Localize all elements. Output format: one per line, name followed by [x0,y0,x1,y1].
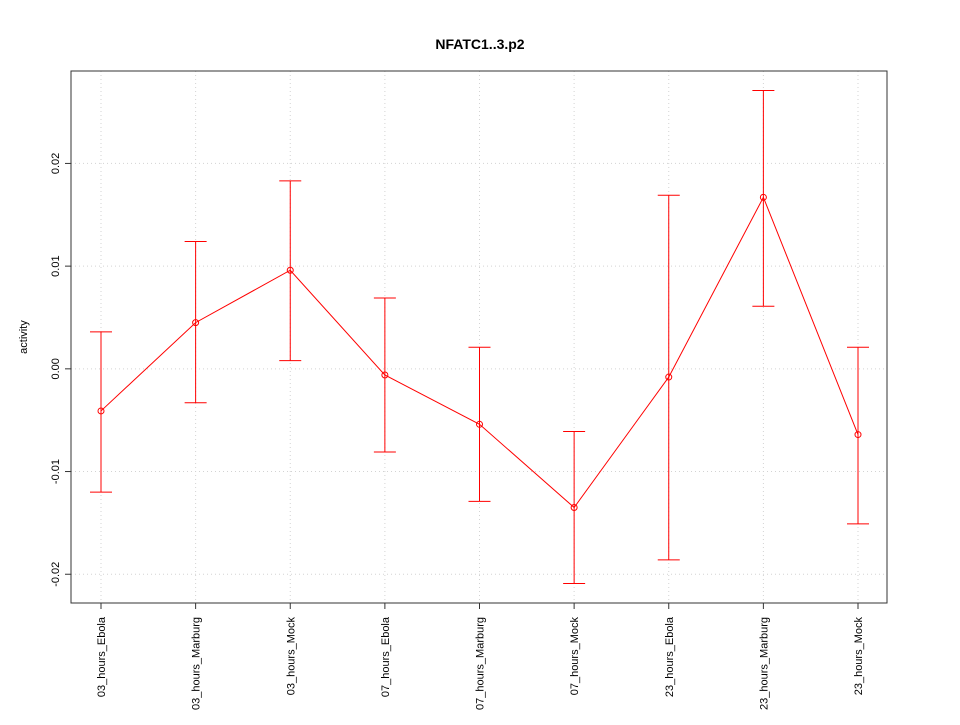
data-point [759,193,767,201]
y-tick-label: -0.01 [50,459,62,484]
axes: 03_hours_Ebola 03_hours_Marburg 03_hours_M… [50,153,865,710]
data-point [286,266,294,274]
data-point [97,407,105,415]
x-tick-label: 07_hours_Ebola [380,616,392,697]
grid [71,71,887,603]
data-point [192,319,200,327]
x-tick-label: 03_hours_Mock [285,617,297,696]
y-tick-label: -0.02 [50,562,62,587]
series-line [100,196,859,509]
data-point [476,420,483,428]
x-tick-label: 03_hours_Ebola [96,616,108,697]
marks [90,90,869,584]
x-tick-label: 07_hours_Marburg [475,617,487,710]
chart-title: NFATC1..3.p2 [435,36,524,52]
y-tick-label: 0.00 [50,358,62,379]
y-tick-label: 0.02 [50,153,62,174]
x-tick-label: 23_hours_Marburg [758,617,770,710]
y-tick-label: 0.01 [50,255,62,276]
data-point [381,371,389,379]
x-tick-label: 03_hours_Marburg [191,617,203,710]
x-tick-label: 07_hours_Mock [569,617,581,696]
y-axis-label: activity [18,320,30,354]
data-point [570,503,578,511]
x-tick-label: 23_hours_Mock [853,617,865,696]
x-tick-label: 23_hours_Ebola [664,616,676,697]
data-point [665,373,673,381]
data-point [854,431,862,439]
